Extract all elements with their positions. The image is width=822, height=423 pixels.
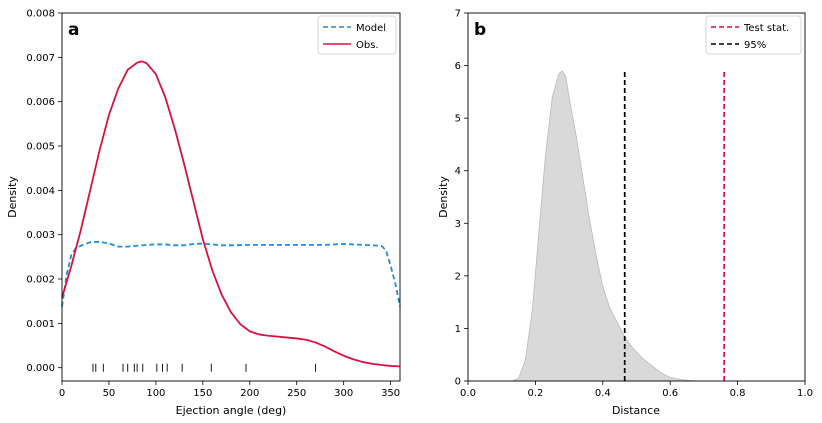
panel-a-ytick-label: 0.001 bbox=[26, 319, 55, 330]
panel-a-xtick-label: 50 bbox=[103, 388, 116, 399]
panel-b-y-axis: 0 1 2 3 4 5 6 7 bbox=[455, 9, 468, 388]
panel-a-rug bbox=[92, 363, 316, 372]
panel-a-letter: a bbox=[68, 20, 79, 40]
panel-b-frame bbox=[467, 12, 806, 382]
panel-a-ytick-label: 0.000 bbox=[26, 363, 55, 374]
panel-a-ytick-label: 0.007 bbox=[26, 53, 55, 64]
panel-b-xtick-label: 0.0 bbox=[460, 388, 476, 399]
panel-a-frame bbox=[61, 12, 401, 382]
panel-a-ytick-label: 0.006 bbox=[26, 97, 55, 108]
legend-model-label: Model bbox=[356, 23, 386, 34]
panel-b-letter: b bbox=[474, 20, 486, 40]
panel-b-ytick-label: 0 bbox=[455, 377, 461, 388]
panel-b-ytick-label: 7 bbox=[455, 9, 461, 20]
panel-a-xtick-label: 250 bbox=[287, 388, 306, 399]
panel-a-legend: Model Obs. bbox=[317, 15, 397, 55]
panel-a-ytick-label: 0.002 bbox=[26, 275, 55, 286]
panel-b-distribution bbox=[511, 70, 698, 382]
panel-b-xlabel: Distance bbox=[612, 404, 660, 417]
panel-b-ytick-label: 5 bbox=[455, 114, 461, 125]
panel-a-series bbox=[61, 60, 401, 368]
legend-test-stat-label: Test stat. bbox=[743, 23, 789, 34]
panel-b-xtick-label: 0.8 bbox=[730, 388, 746, 399]
panel-b-xtick-label: 0.4 bbox=[595, 388, 611, 399]
series-obs-line bbox=[61, 60, 401, 368]
panel-a-xtick-label: 150 bbox=[193, 388, 212, 399]
panel-b-ytick-label: 4 bbox=[455, 166, 461, 177]
panel-a-xtick-label: 200 bbox=[240, 388, 259, 399]
panel-a-xlabel: Ejection angle (deg) bbox=[176, 404, 287, 417]
panel-b-xtick-label: 1.0 bbox=[797, 388, 813, 399]
panel-a: 0 50 100 150 200 250 300 350 0.0000.0010.0020.0… bbox=[6, 9, 401, 417]
null-distribution-area bbox=[511, 70, 698, 382]
panel-a-plot-area bbox=[62, 13, 400, 381]
panel-a-ytick-label: 0.003 bbox=[26, 230, 55, 241]
panel-a-ytick-label: 0.004 bbox=[26, 186, 55, 197]
legend-obs-label: Obs. bbox=[356, 40, 379, 51]
panel-b-plot-area bbox=[468, 13, 805, 381]
panel-a-x-axis: 0 50 100 150 200 250 300 350 bbox=[59, 381, 400, 399]
panel-b-ytick-label: 3 bbox=[455, 219, 461, 230]
panel-b: 0.0 0.2 0.4 0.6 0.8 1.0 0 1 2 3 4 5 6 7 b Distance D… bbox=[437, 9, 813, 418]
panel-b-ylabel: Density bbox=[437, 176, 450, 218]
panel-b-legend: Test stat. 95% bbox=[705, 15, 802, 55]
panel-a-ytick-label: 0.008 bbox=[26, 9, 55, 20]
panel-a-y-axis: 0.000 0.001 0.002 0.003 0.004 0.005 0.006 0.007… bbox=[26, 9, 62, 374]
legend-95-label: 95% bbox=[744, 40, 766, 51]
panel-b-xtick-label: 0.2 bbox=[527, 388, 543, 399]
panel-b-ytick-label: 1 bbox=[455, 324, 461, 335]
panel-b-xtick-label: 0.6 bbox=[662, 388, 678, 399]
panel-b-ytick-label: 2 bbox=[455, 271, 461, 282]
panel-a-ylabel: Density bbox=[6, 176, 19, 218]
panel-a-ytick-label: 0.005 bbox=[26, 142, 55, 153]
panel-a-xtick-label: 100 bbox=[146, 388, 165, 399]
panel-a-xtick-label: 350 bbox=[381, 388, 400, 399]
panel-a-xtick-label: 0 bbox=[59, 388, 65, 399]
panel-b-ytick-label: 6 bbox=[455, 61, 461, 72]
panel-b-x-axis: 0.0 0.2 0.4 0.6 0.8 1.0 bbox=[460, 381, 813, 399]
panel-a-xtick-label: 300 bbox=[334, 388, 353, 399]
panel-b-vlines bbox=[623, 70, 725, 381]
series-modelline bbox=[61, 240, 401, 307]
